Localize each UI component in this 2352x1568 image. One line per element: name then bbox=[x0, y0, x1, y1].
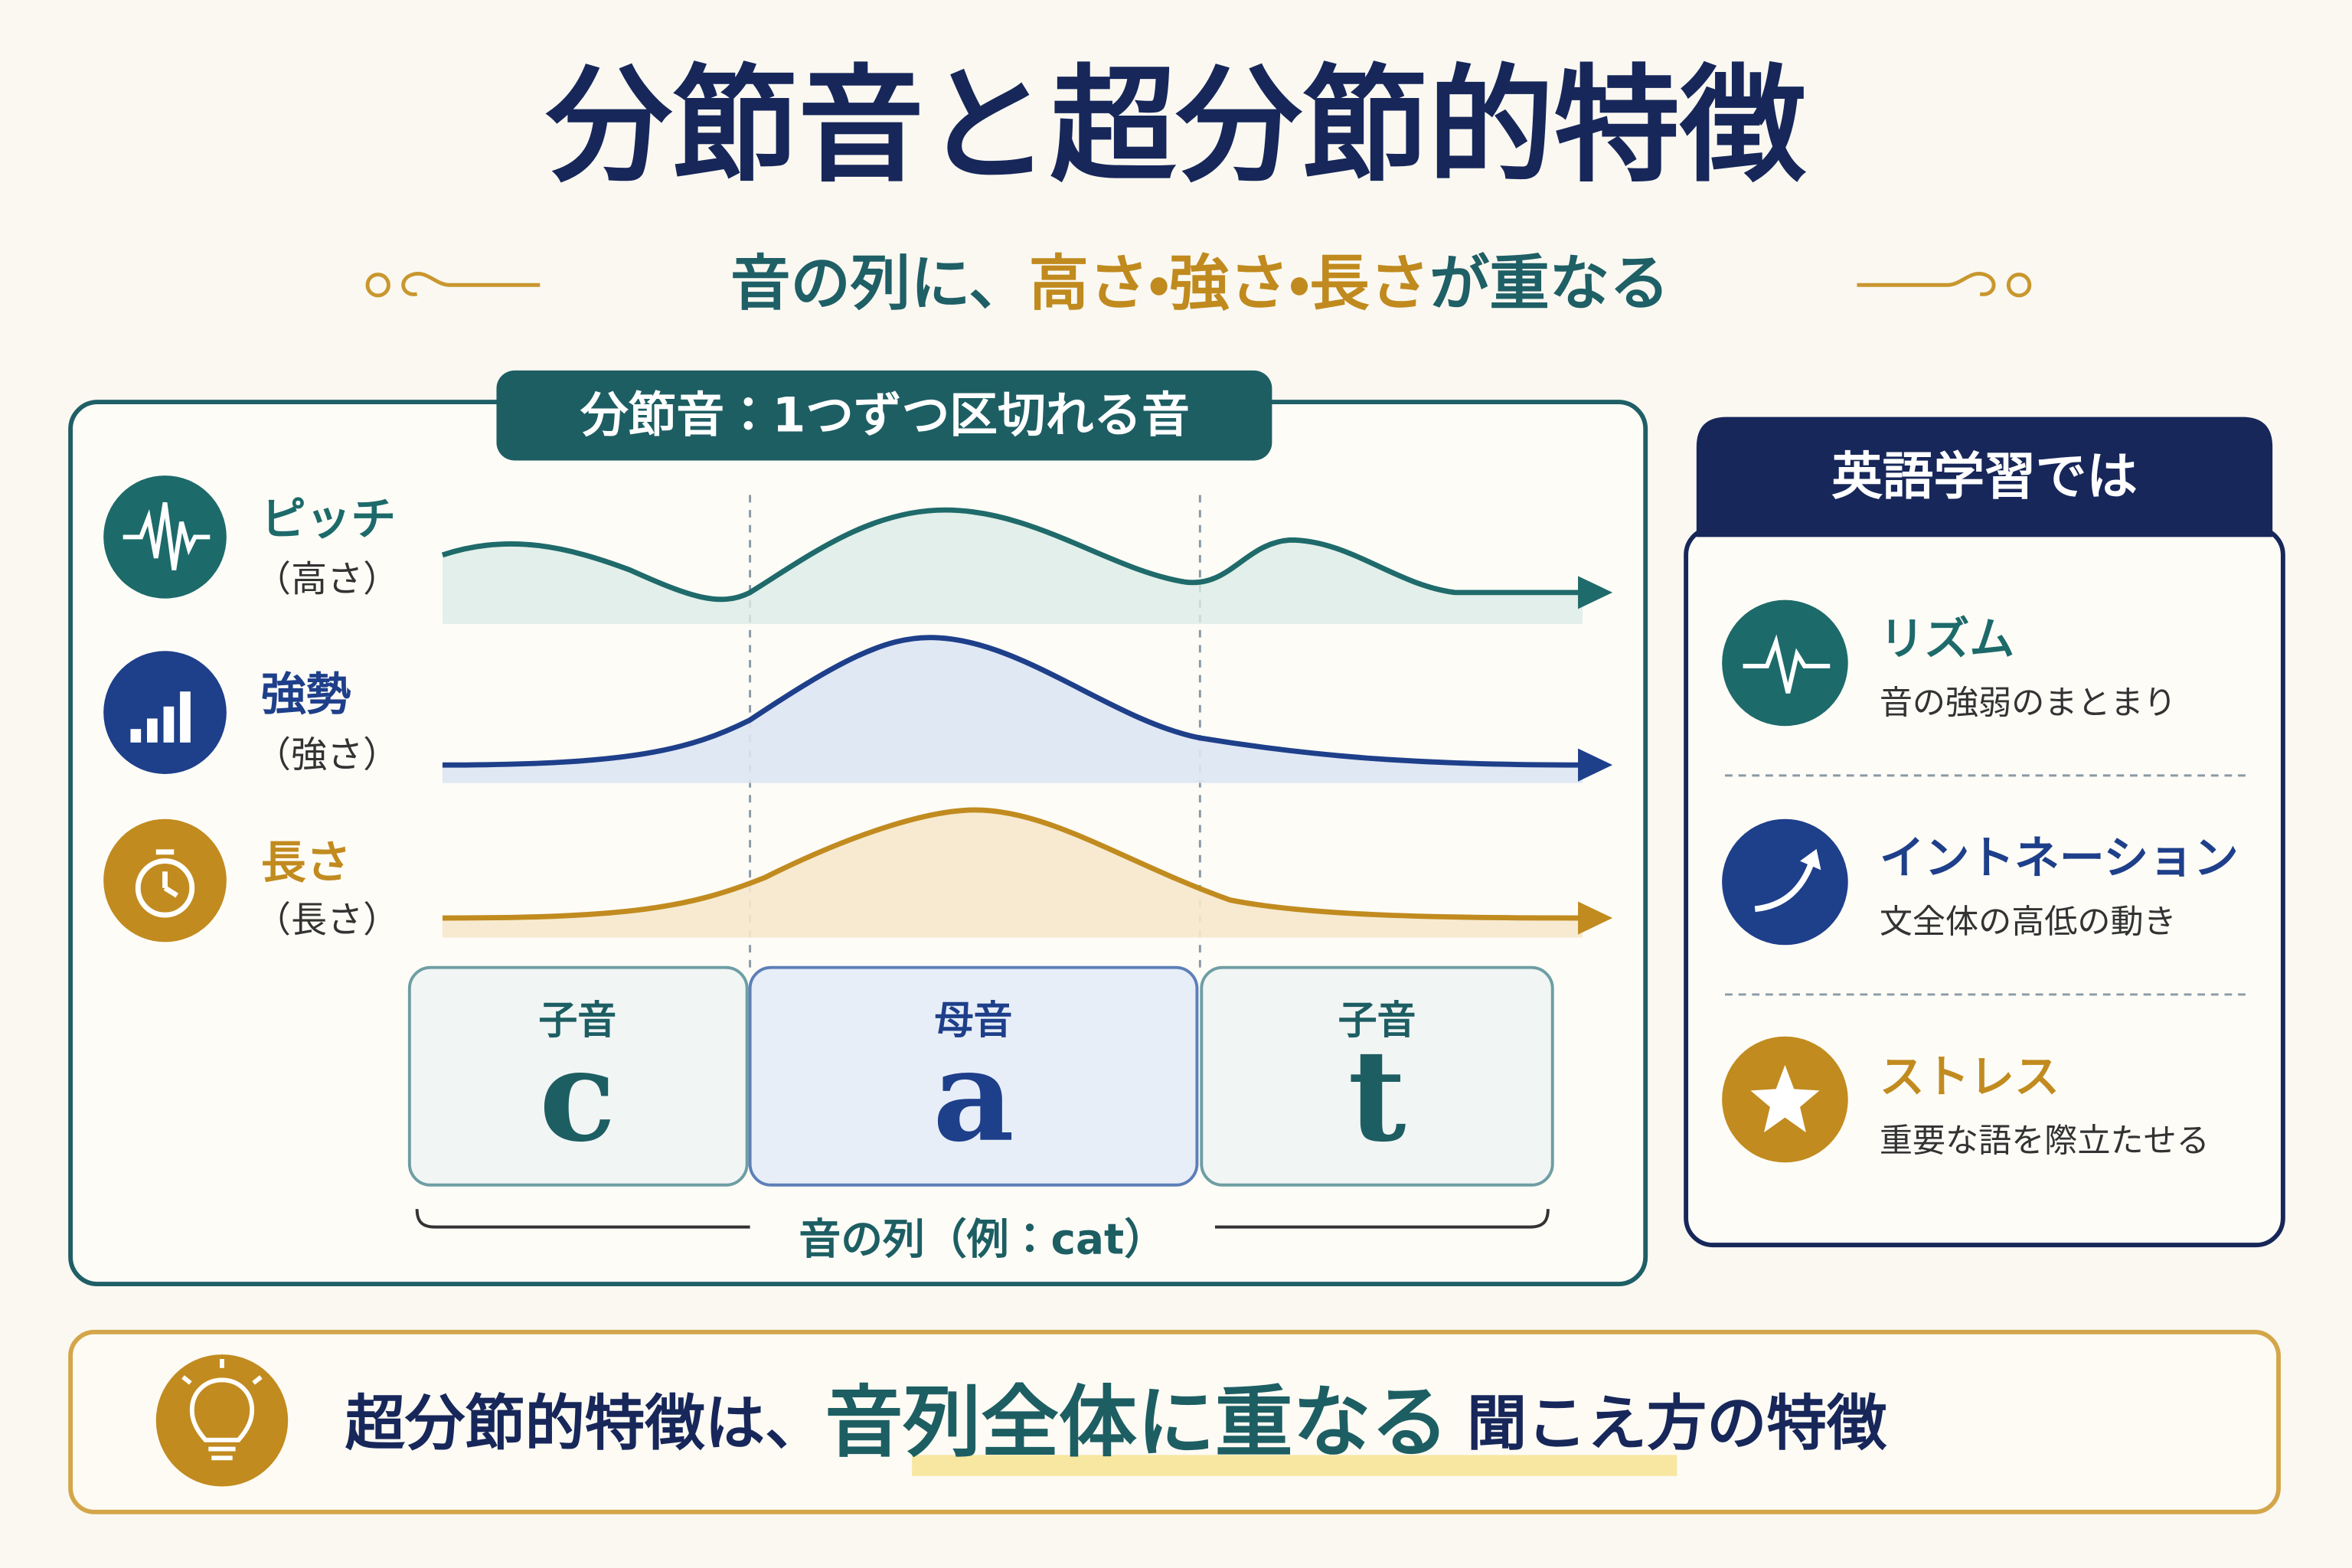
feature-name: 長さ bbox=[261, 836, 351, 889]
ornament-right bbox=[1857, 272, 2032, 298]
bulb-glyph bbox=[181, 1359, 263, 1461]
timer-glyph bbox=[135, 849, 195, 918]
footer-box bbox=[68, 1329, 2281, 1514]
sequence-caption: 音の列（例：cat） bbox=[799, 1214, 1166, 1263]
feature-sub: （高さ） bbox=[255, 559, 399, 601]
bulb-icon bbox=[155, 1354, 289, 1487]
subtitle: 音の列に、高さ・強さ・長さが重なる bbox=[730, 250, 1669, 319]
item-desc: 文全体の高低の動き bbox=[1880, 903, 2177, 941]
feature-name: ピッチ bbox=[261, 492, 396, 545]
pitch-icon bbox=[103, 475, 227, 599]
arrow-head bbox=[1578, 901, 1613, 935]
panel-header bbox=[1696, 416, 2273, 537]
item-name: リズム bbox=[1880, 612, 2014, 665]
subtitle-separator: ・ bbox=[1289, 250, 1310, 319]
arrow-head bbox=[1578, 748, 1613, 782]
feature-name: 強勢 bbox=[261, 668, 351, 720]
title: 分節音と超分節的特徴 bbox=[545, 52, 1806, 199]
panel-label: 分節音：1つずつ区切れる音 bbox=[580, 387, 1190, 443]
segment-kind: 子音 bbox=[538, 998, 616, 1044]
intensity-area bbox=[442, 637, 1583, 783]
rise-arrowhead bbox=[1800, 848, 1821, 871]
pitch-curve bbox=[441, 507, 1583, 603]
item-desc: 音の強弱のまとまり bbox=[1880, 684, 2177, 722]
subtitle-emphasis: 高さ bbox=[1029, 250, 1149, 319]
subtitle-part: が重なる bbox=[1429, 250, 1669, 319]
segment-kind: 子音 bbox=[1338, 998, 1416, 1044]
ornament-left bbox=[365, 272, 541, 298]
length-curve bbox=[442, 807, 1583, 921]
pitch-area bbox=[442, 510, 1583, 625]
length-area bbox=[442, 809, 1583, 938]
bars-glyph bbox=[130, 691, 191, 743]
feature-sub: （強さ） bbox=[255, 734, 399, 776]
subtitle-part: 音の列に、 bbox=[730, 250, 1028, 319]
panel-tab bbox=[496, 370, 1272, 461]
footer-part: 超分節的特徴は、 bbox=[345, 1390, 825, 1459]
footer-text: 超分節的特徴は、音列全体に重なる 聞こえ方の特徴 bbox=[345, 1377, 1887, 1468]
item-name: ストレス bbox=[1880, 1050, 2060, 1103]
footer-part: 聞こえ方の特徴 bbox=[1467, 1390, 1887, 1459]
intonation-icon bbox=[1722, 818, 1848, 946]
segment-letter: t bbox=[1348, 1021, 1406, 1170]
panel-title: 英語学習では bbox=[1831, 446, 2138, 506]
item-name: イントネーション bbox=[1880, 831, 2239, 884]
segment-letter: a bbox=[933, 1021, 1014, 1170]
waveform-glyph bbox=[122, 501, 211, 570]
subtitle-separator: ・ bbox=[1148, 250, 1169, 319]
rise-glyph bbox=[1754, 860, 1815, 913]
feature-sub: （長さ） bbox=[255, 899, 399, 941]
star-glyph bbox=[1750, 1065, 1820, 1133]
item-desc: 重要な語を際立たせる bbox=[1880, 1122, 2210, 1160]
arrow-head bbox=[1578, 576, 1613, 609]
intensity-curve bbox=[442, 635, 1583, 768]
segment-box bbox=[1200, 965, 1554, 1187]
segment-box bbox=[748, 965, 1199, 1187]
bracket bbox=[415, 1209, 1550, 1229]
segment-letter: c bbox=[539, 1021, 616, 1170]
segment-kind: 母音 bbox=[935, 998, 1013, 1044]
rhythm-icon bbox=[1722, 599, 1848, 727]
segment-box bbox=[407, 965, 749, 1187]
subtitle-emphasis: 強さ bbox=[1169, 250, 1289, 319]
subtitle-emphasis: 長さ bbox=[1309, 250, 1429, 319]
footer-emphasis: 音列全体に重なる bbox=[825, 1377, 1449, 1468]
pulse-glyph bbox=[1743, 634, 1831, 694]
highlight-underline bbox=[912, 1455, 1677, 1476]
